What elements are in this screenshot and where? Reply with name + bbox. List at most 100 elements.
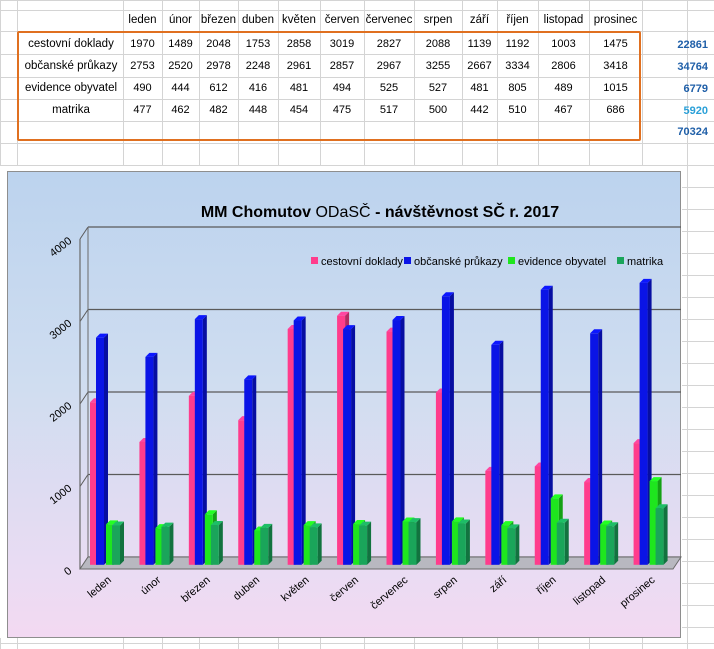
bar-side [416, 518, 421, 565]
value-cell[interactable]: 477 [133, 104, 152, 116]
value-cell[interactable]: 475 [332, 104, 352, 116]
value-cell[interactable]: 527 [428, 82, 448, 94]
value-cell[interactable]: 494 [332, 82, 352, 94]
value-cell[interactable]: 2667 [467, 60, 492, 72]
value-cell[interactable]: 444 [171, 82, 190, 94]
month-header-cell[interactable]: prosinec [593, 14, 638, 26]
bar [392, 316, 405, 565]
value-cell[interactable]: 489 [554, 82, 573, 94]
value-cell[interactable]: 2248 [245, 60, 271, 72]
value-cell[interactable]: 612 [209, 82, 228, 94]
value-cell[interactable]: 525 [379, 82, 399, 94]
grand-total-cell[interactable]: 70324 [677, 126, 708, 138]
row-label-cell[interactable]: občanské průkazy [24, 60, 118, 72]
row-total-cell[interactable]: 34764 [677, 61, 708, 73]
bar-side [317, 523, 322, 565]
month-header-cell[interactable]: listopad [543, 14, 584, 26]
value-cell[interactable]: 2048 [206, 38, 231, 50]
bar-side [548, 285, 553, 565]
value-cell[interactable]: 1003 [551, 38, 576, 50]
bar-top [590, 329, 603, 334]
bar-front [507, 528, 516, 565]
value-cell[interactable]: 1192 [505, 38, 530, 50]
value-cell[interactable]: 2520 [168, 60, 193, 72]
value-cell[interactable]: 1489 [168, 38, 193, 50]
bar-top [457, 519, 470, 524]
value-cell[interactable]: 490 [133, 82, 152, 94]
month-header-cell[interactable]: květen [282, 14, 316, 26]
value-cell[interactable]: 2753 [130, 60, 155, 72]
value-cell[interactable]: 2827 [376, 38, 402, 50]
value-cell[interactable]: 442 [470, 104, 489, 116]
bar-side [465, 519, 470, 565]
bar-front [293, 320, 302, 565]
row-total-cell[interactable]: 5920 [683, 105, 708, 117]
value-cell[interactable]: 510 [508, 104, 527, 116]
value-cell[interactable]: 805 [508, 82, 527, 94]
value-cell[interactable]: 1015 [603, 82, 628, 94]
row-total-cell[interactable]: 22861 [677, 39, 708, 51]
month-header-cell[interactable]: leden [128, 14, 157, 26]
legend-item: evidence obyvatel [508, 256, 606, 268]
value-cell[interactable]: 2857 [329, 60, 355, 72]
bar-front [408, 522, 417, 565]
value-cell[interactable]: 481 [289, 82, 309, 94]
bar-front [161, 526, 170, 565]
bar-front [534, 466, 543, 565]
row-label-cell[interactable]: evidence obyvatel [24, 82, 118, 94]
bar [244, 375, 257, 565]
value-cell[interactable]: 3255 [425, 60, 451, 72]
month-header-cell[interactable]: únor [168, 14, 193, 26]
value-cell[interactable]: 448 [248, 104, 268, 116]
chart-title: MM Chomutov ODaSČ - návštěvnost SČ r. 20… [201, 202, 559, 221]
month-header-cell[interactable]: červenec [365, 14, 413, 26]
value-cell[interactable]: 1139 [467, 38, 492, 50]
bar-top [655, 504, 668, 509]
value-cell[interactable]: 481 [470, 82, 489, 94]
bar-side [499, 340, 504, 565]
value-cell[interactable]: 1970 [130, 38, 155, 50]
month-header-cell[interactable]: březen [200, 14, 237, 26]
month-header-cell[interactable]: duben [242, 14, 274, 26]
row-label-cell[interactable]: cestovní doklady [28, 38, 114, 50]
value-cell[interactable]: 517 [379, 104, 399, 116]
bar-side [169, 522, 174, 565]
value-cell[interactable]: 2806 [551, 60, 576, 72]
value-cell[interactable]: 2967 [376, 60, 402, 72]
value-cell[interactable]: 462 [171, 104, 190, 116]
value-cell[interactable]: 686 [606, 104, 625, 116]
row-label-cell[interactable]: matrika [52, 104, 90, 116]
bar-front [392, 320, 401, 565]
x-tick-label: únor [139, 574, 164, 598]
plot-area: 0 1000 2000 3000 4000 leden únor březen duben kvě… [48, 226, 682, 612]
value-cell[interactable]: 2858 [286, 38, 312, 50]
value-cell[interactable]: 454 [289, 104, 309, 116]
value-cell[interactable]: 467 [554, 104, 573, 116]
value-cell[interactable]: 3334 [505, 60, 530, 72]
legend-item: občanské průkazy [404, 256, 503, 268]
value-cell[interactable]: 416 [248, 82, 268, 94]
bar-top [337, 311, 350, 316]
bar-top [606, 522, 619, 527]
row-total-cell[interactable]: 6779 [683, 83, 708, 95]
month-header-cell[interactable]: červen [324, 14, 360, 26]
value-cell[interactable]: 482 [209, 104, 228, 116]
y-tick-label: 3000 [48, 318, 75, 343]
value-cell[interactable]: 1475 [603, 38, 628, 50]
bar [655, 504, 668, 565]
month-header-cell[interactable]: září [469, 14, 490, 26]
month-header-cell[interactable]: srpen [423, 14, 453, 26]
value-cell[interactable]: 3019 [329, 38, 355, 50]
value-cell[interactable]: 2978 [206, 60, 231, 72]
month-header-cell[interactable]: říjen [506, 14, 529, 26]
gridline-side [79, 309, 89, 322]
bar-front [639, 282, 648, 565]
value-cell[interactable]: 1753 [245, 38, 271, 50]
value-cell[interactable]: 2961 [286, 60, 312, 72]
value-cell[interactable]: 3418 [603, 60, 628, 72]
value-cell[interactable]: 2088 [425, 38, 451, 50]
bar-top [353, 520, 366, 525]
bar-front [139, 441, 148, 565]
value-cell[interactable]: 500 [428, 104, 448, 116]
bar [309, 523, 322, 565]
